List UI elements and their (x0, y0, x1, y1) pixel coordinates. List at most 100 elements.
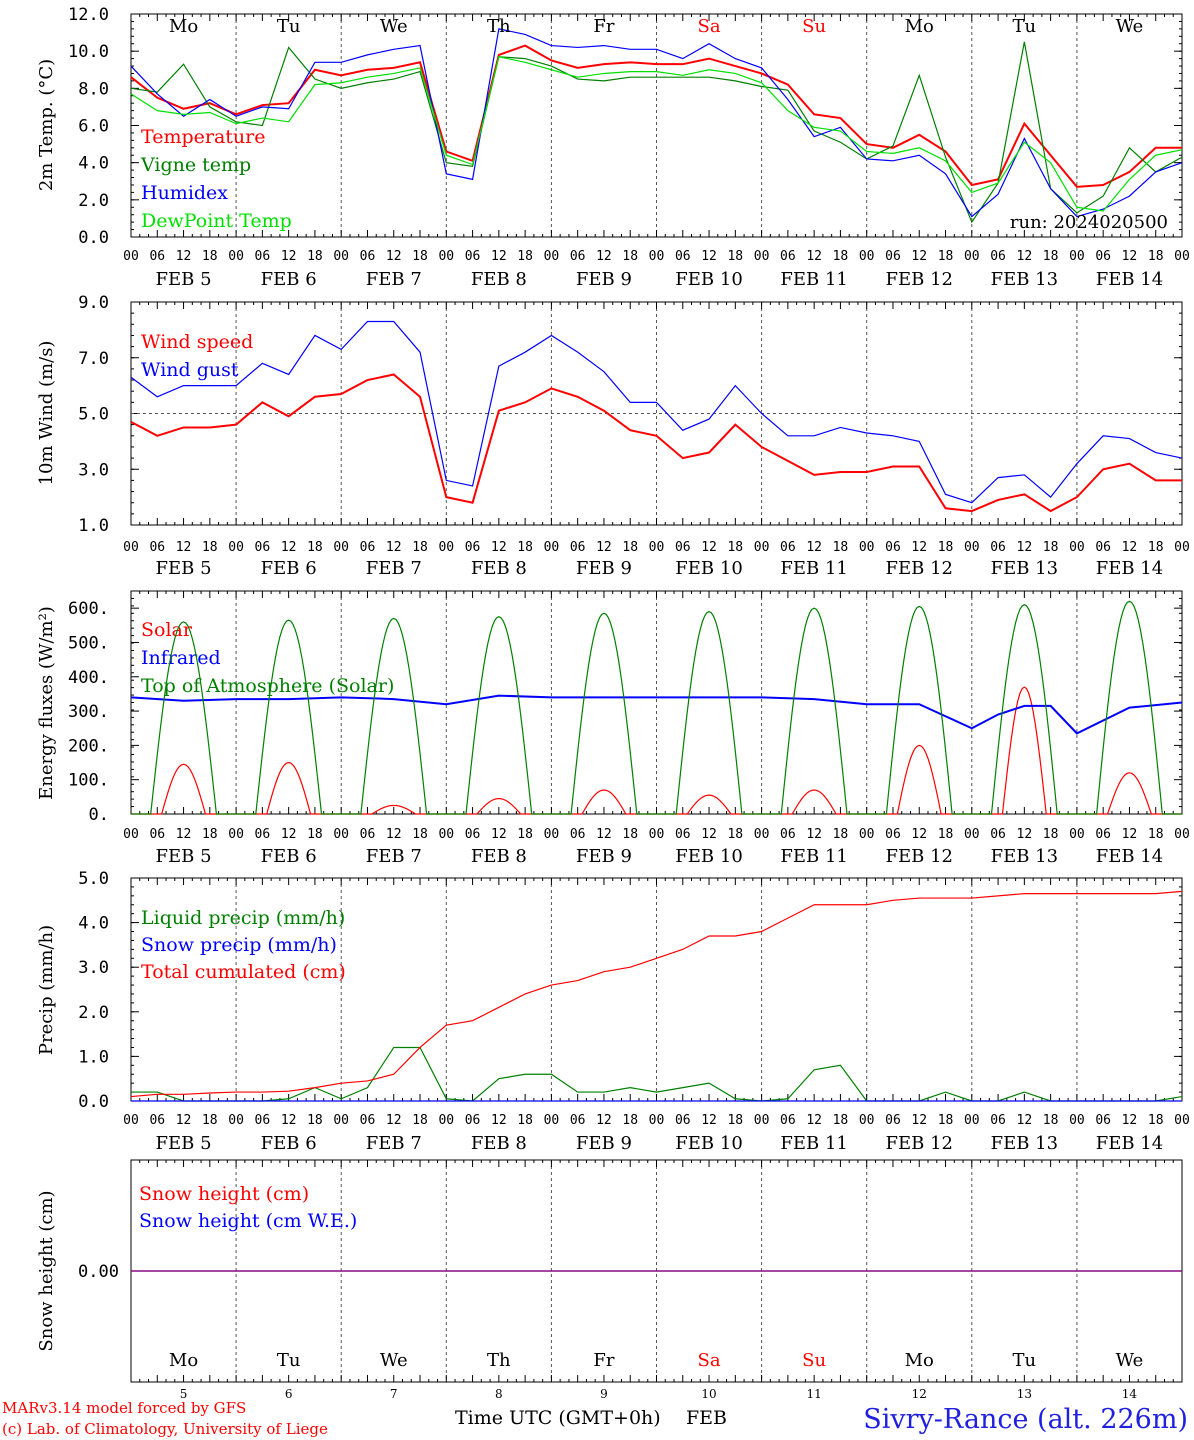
date-label: FEB 11 (780, 269, 847, 290)
station-name: Sivry-Rance (alt. 226m) (863, 1404, 1188, 1435)
weekday-label: Su (802, 16, 826, 37)
day-number-label: 7 (390, 1387, 398, 1401)
hour-tick-label: 06 (885, 1113, 901, 1128)
hour-tick-label: 00 (333, 1113, 349, 1128)
hour-tick-label: 06 (675, 249, 691, 264)
hour-tick-label: 00 (228, 827, 244, 842)
y-tick-label: 1.0 (78, 1047, 109, 1067)
weekday-label: Th (487, 1350, 511, 1371)
hour-tick-label: 06 (780, 540, 796, 555)
y-tick-label: 300. (68, 702, 109, 722)
hour-tick-label: 18 (938, 249, 954, 264)
legend-entry: DewPoint Temp (141, 210, 292, 232)
hour-tick-label: 18 (727, 1113, 743, 1128)
series-line-wind-speed (130, 373, 1182, 513)
lab-credit: (c) Lab. of Climatology, University of L… (2, 1420, 328, 1438)
y-axis-label: 2m Temp. (°C) (36, 59, 57, 191)
series-line-total-cumulated-cm- (130, 890, 1183, 1098)
hour-tick-label: 12 (176, 249, 192, 264)
hour-tick-label: 06 (675, 1113, 691, 1128)
hour-tick-label: 06 (149, 827, 165, 842)
y-tick-label: 5.0 (78, 869, 109, 889)
hour-tick-label: 18 (1148, 249, 1164, 264)
weekday-label: Mo (169, 16, 198, 37)
y-tick-label: 9.0 (78, 293, 109, 313)
hour-tick-label: 18 (1043, 1113, 1059, 1128)
legend-entry: Vigne temp (140, 154, 251, 176)
hour-tick-label: 00 (1069, 249, 1085, 264)
hour-tick-label: 12 (491, 1113, 507, 1128)
hour-tick-label: 12 (596, 827, 612, 842)
weekday-label: We (380, 16, 408, 37)
weekday-label: Mo (169, 1350, 198, 1371)
date-label: FEB 6 (261, 1133, 317, 1154)
hour-tick-label: 12 (1017, 827, 1033, 842)
date-label: FEB 12 (886, 269, 953, 290)
date-label: FEB 12 (886, 1133, 953, 1154)
hour-tick-label: 06 (780, 1113, 796, 1128)
hour-tick-label: 06 (885, 540, 901, 555)
hour-tick-label: 06 (675, 827, 691, 842)
date-label: FEB 11 (780, 558, 847, 579)
hour-tick-label: 00 (649, 1113, 665, 1128)
weekday-label: We (380, 1350, 408, 1371)
hour-tick-label: 00 (438, 1113, 454, 1128)
y-tick-label: 400. (68, 668, 109, 688)
hour-tick-label: 12 (806, 1113, 822, 1128)
hour-tick-label: 00 (544, 540, 560, 555)
hour-tick-label: 00 (964, 827, 980, 842)
hour-tick-label: 18 (727, 827, 743, 842)
panel-1: 0.0 2.0 4.0 6.0 8.0 10.0 12.0 2m Temp. (°C) Temp… (36, 5, 1190, 290)
legend-entry: Temperature (141, 126, 265, 148)
hour-tick-label: 06 (780, 827, 796, 842)
hour-tick-label: 00 (964, 249, 980, 264)
hour-tick-label: 00 (228, 249, 244, 264)
date-label: FEB 14 (1096, 269, 1163, 290)
date-label: FEB 8 (471, 846, 527, 867)
hour-tick-label: 06 (465, 249, 481, 264)
weekday-label: Tu (277, 16, 301, 37)
day-number-label: 14 (1122, 1387, 1138, 1401)
day-number-label: 11 (807, 1387, 822, 1401)
hour-tick-label: 18 (307, 249, 323, 264)
hour-tick-label: 06 (255, 827, 271, 842)
hour-tick-label: 06 (675, 540, 691, 555)
y-tick-label: 3.0 (78, 958, 109, 978)
hour-tick-label: 06 (1095, 1113, 1111, 1128)
hour-tick-label: 06 (570, 540, 586, 555)
hour-tick-label: 00 (754, 1113, 770, 1128)
y-tick-label: 3.0 (78, 460, 109, 480)
weekday-label: Sa (698, 16, 721, 37)
y-tick-label: 2.0 (78, 1003, 109, 1023)
hour-tick-label: 00 (333, 827, 349, 842)
month-label: FEB (686, 1407, 727, 1429)
hour-tick-label: 18 (833, 1113, 849, 1128)
hour-tick-label: 00 (438, 249, 454, 264)
weekday-label: Fr (593, 16, 614, 37)
hour-tick-label: 06 (465, 1113, 481, 1128)
series-line-infrared (130, 694, 1183, 735)
hour-tick-label: 18 (727, 249, 743, 264)
legend-entry: Infrared (141, 647, 221, 669)
hour-tick-label: 06 (360, 827, 376, 842)
y-tick-label: 0.0 (78, 228, 109, 248)
y-axis-label: Precip (mm/h) (36, 925, 57, 1055)
hour-tick-label: 06 (990, 1113, 1006, 1128)
weekday-label: Su (802, 1350, 826, 1371)
hour-tick-label: 18 (1043, 540, 1059, 555)
date-label: FEB 7 (366, 558, 422, 579)
hour-tick-label: 00 (228, 540, 244, 555)
hour-tick-label: 18 (622, 249, 638, 264)
series-line-top-of-atmosphere-solar- (131, 600, 1182, 815)
series-line-dewpoint-temp (130, 56, 1183, 212)
hour-tick-label: 12 (386, 249, 402, 264)
weekday-label: Th (487, 16, 511, 37)
hour-tick-label: 18 (202, 540, 218, 555)
hour-tick-label: 12 (491, 249, 507, 264)
hour-tick-label: 00 (964, 1113, 980, 1128)
y-tick-label: 5.0 (78, 405, 109, 425)
hour-tick-label: 12 (596, 249, 612, 264)
date-label: FEB 5 (156, 558, 212, 579)
date-label: FEB 14 (1096, 558, 1163, 579)
